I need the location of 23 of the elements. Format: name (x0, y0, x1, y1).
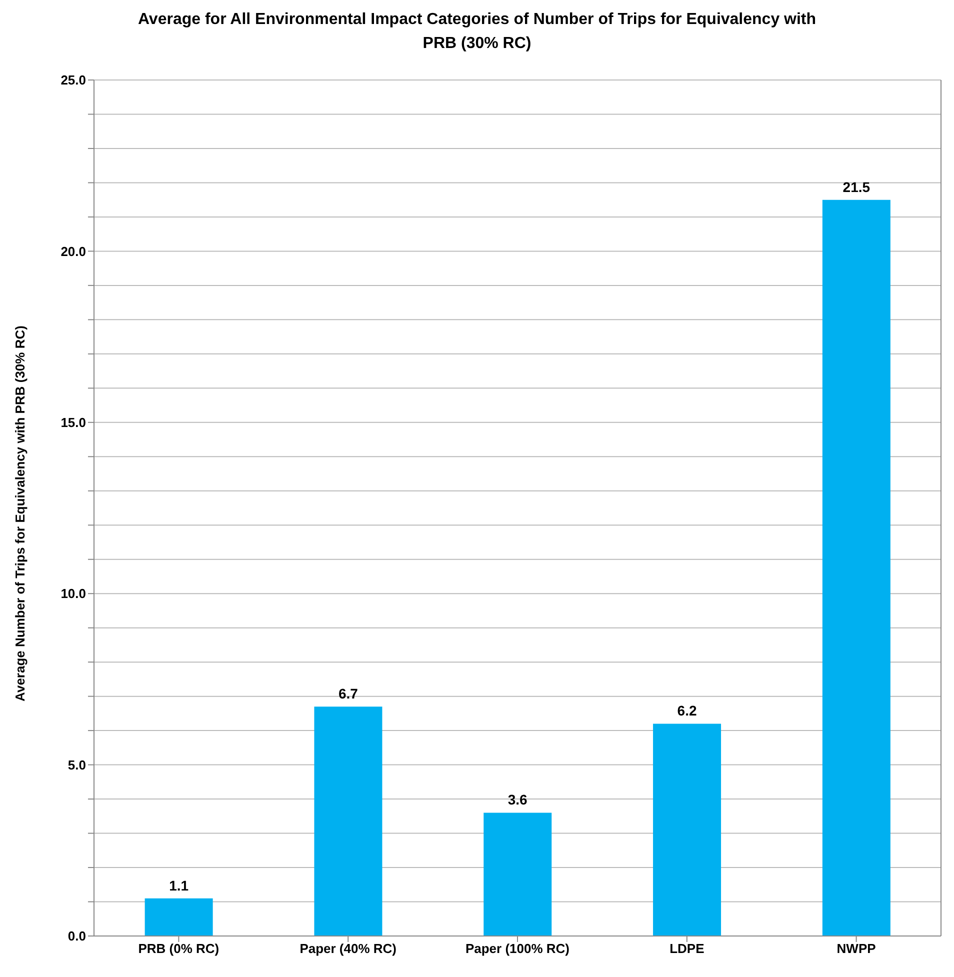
data-label: 6.7 (338, 686, 358, 702)
data-label: 6.2 (677, 702, 697, 719)
y-tick-label: 0.0 (68, 928, 86, 944)
y-tick-label: 25.0 (60, 72, 86, 88)
x-tick-label: Paper (40% RC) (300, 941, 397, 956)
bar (144, 898, 213, 936)
y-tick-label: 15.0 (60, 415, 86, 430)
x-tick-label: NWPP (836, 941, 876, 956)
bar (822, 200, 890, 936)
y-tick-label: 10.0 (60, 586, 86, 602)
chart-title: Average for All Environmental Impact Categories of Number of Trips for Equivalency with PRB (30% RC) (136, 10, 818, 54)
data-label: 3.6 (508, 792, 528, 808)
x-tick-label: PRB (0% RC) (138, 941, 220, 956)
y-tick-label: 20.0 (60, 244, 86, 259)
x-tick-label: Paper (100% RC) (465, 941, 570, 956)
bar (653, 724, 722, 936)
data-label: 1.1 (169, 877, 189, 894)
y-tick-label: 5.0 (68, 757, 86, 772)
data-label: 21.5 (842, 178, 870, 195)
bar (484, 812, 552, 936)
x-tick-label: LDPE (670, 941, 705, 956)
y-axis-title: Average Number of Trips for Equivalency with PRB (30% RC) (12, 325, 28, 701)
bar (314, 706, 382, 936)
